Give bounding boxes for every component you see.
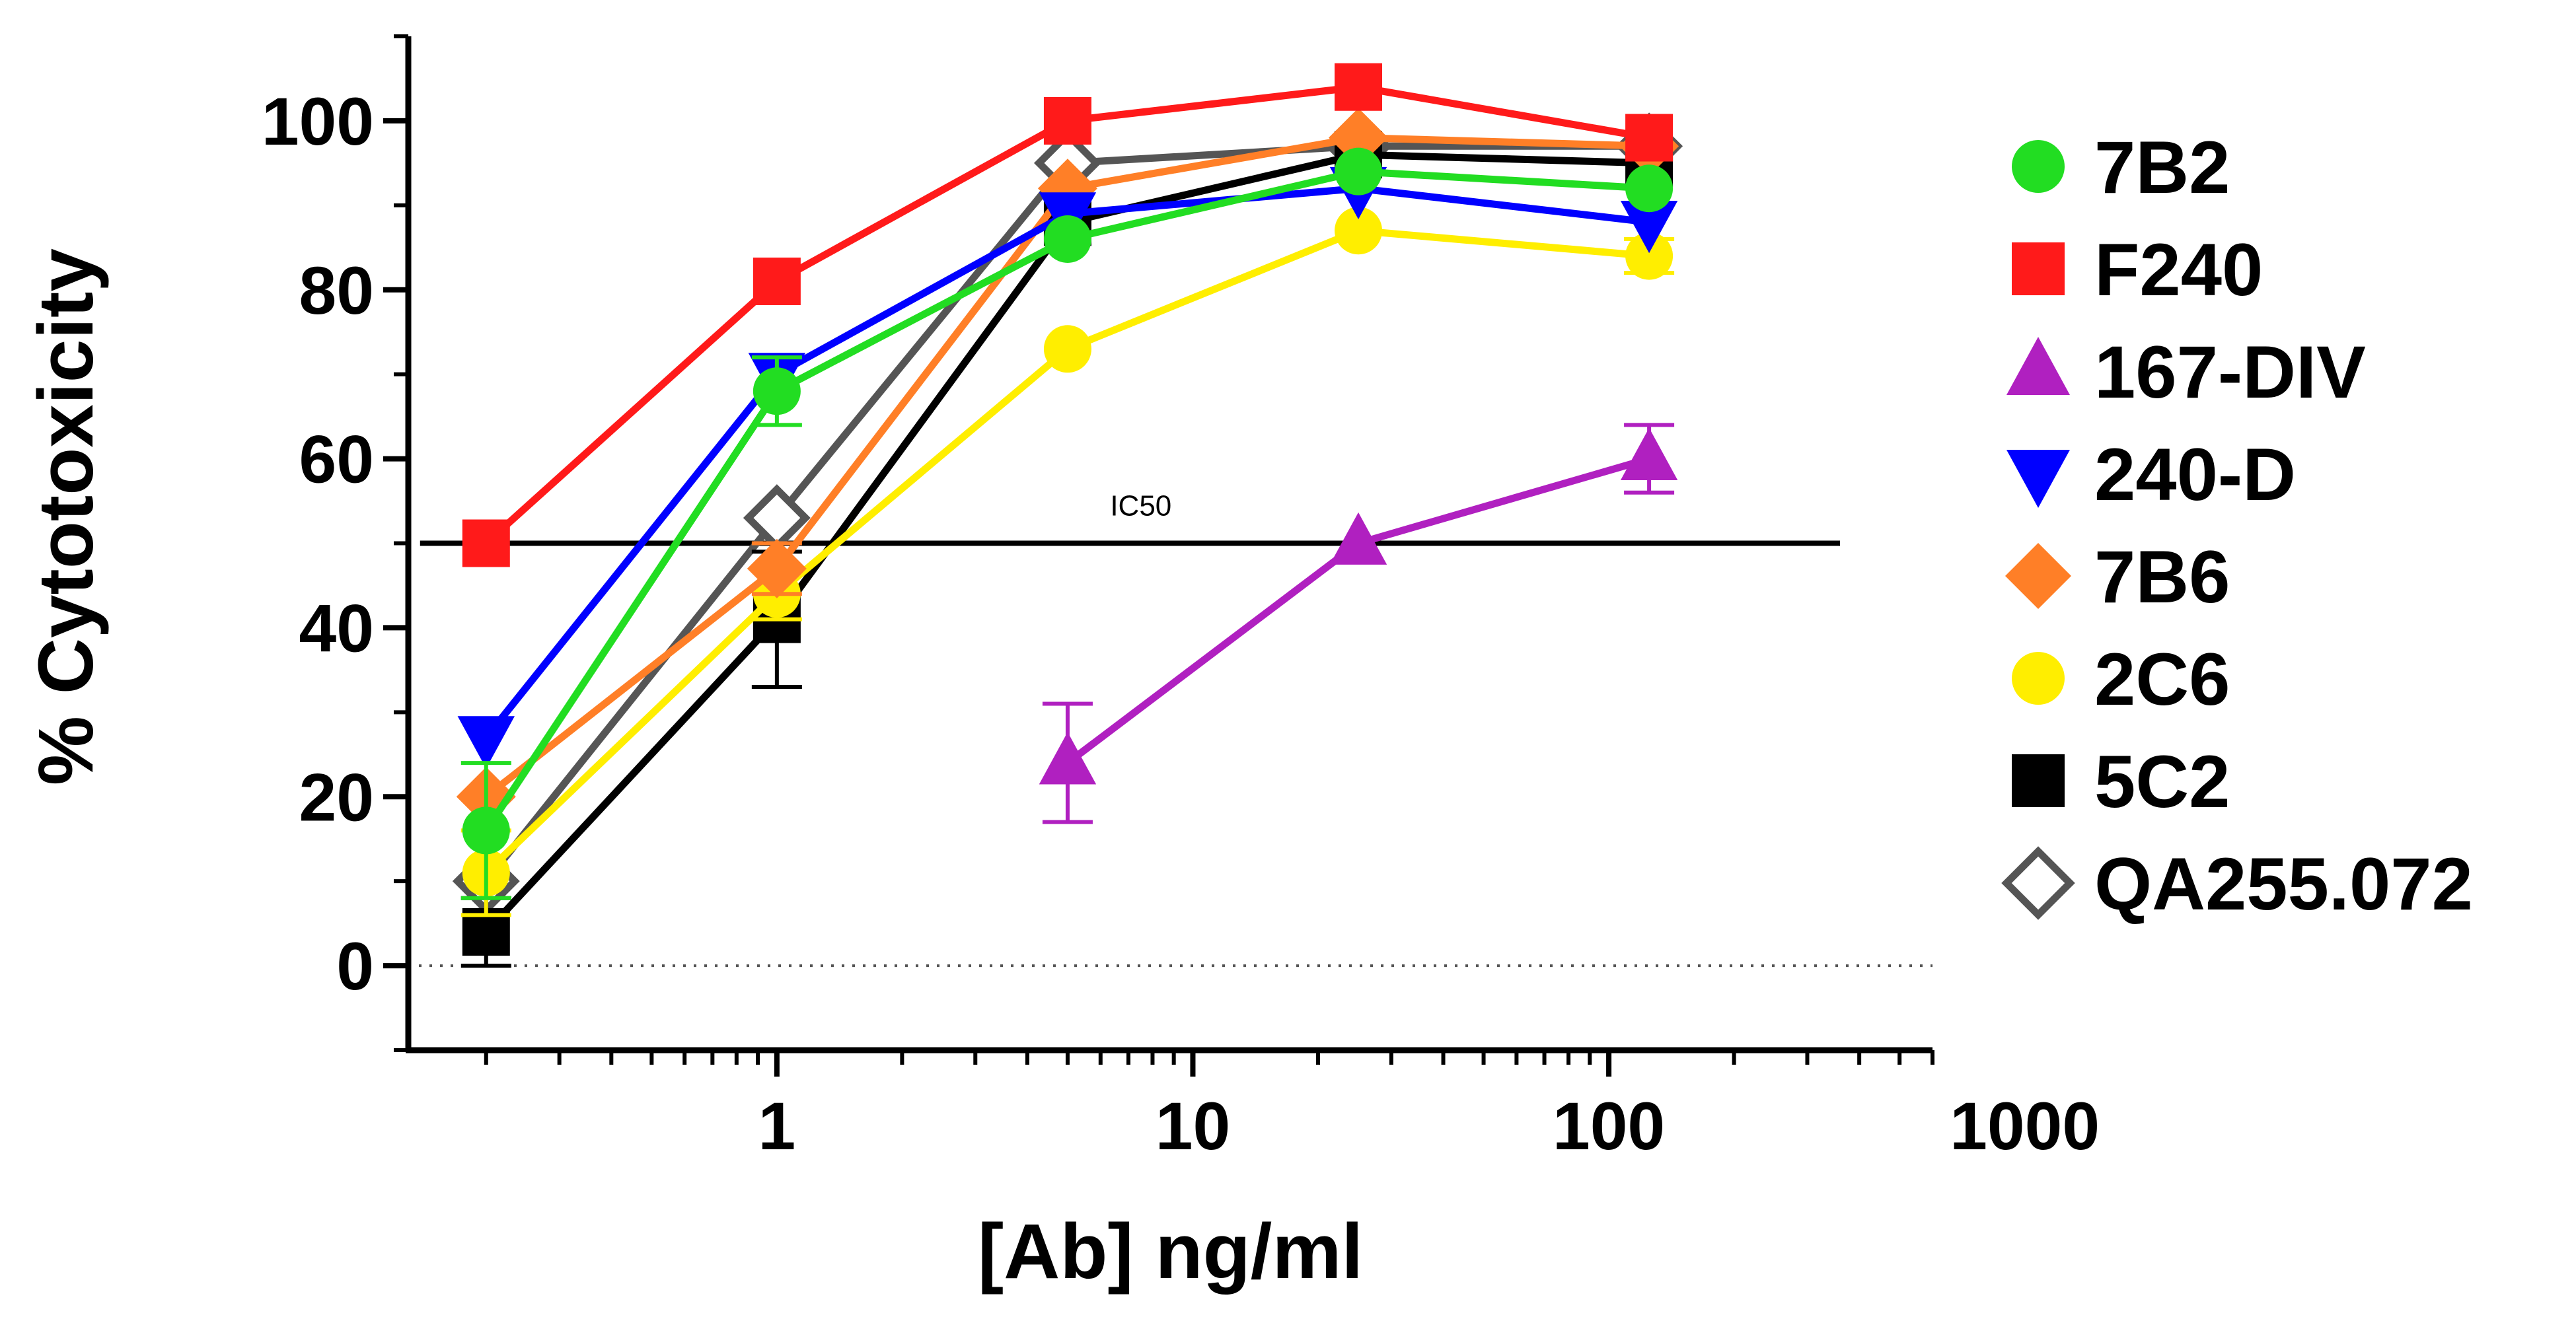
x-axis-title: [Ab] ng/ml: [978, 1208, 1363, 1295]
series-167-div: [1039, 423, 1678, 824]
legend-marker-5c2: [2012, 754, 2065, 807]
data-point-240-d: [457, 716, 515, 769]
legend-item-qa255-072: QA255.072: [2001, 843, 2473, 925]
legend-label-7b6: 7B6: [2094, 536, 2230, 618]
series-f240: [462, 63, 1674, 567]
series-7b2: [460, 147, 1674, 900]
legend-label-2c6: 2C6: [2094, 638, 2230, 721]
x-tick-label: 1000: [1950, 1088, 2100, 1164]
legend-marker-2c6: [2012, 652, 2065, 705]
data-point-f240: [462, 519, 510, 567]
legend-label-7b2: 7B2: [2094, 126, 2230, 209]
legend-item-240-d: 240-D: [2006, 433, 2296, 516]
legend-item-167-div: 167-DIV: [2006, 331, 2366, 413]
data-point-2c6: [1625, 232, 1674, 280]
legend-label-qa255-072: QA255.072: [2094, 843, 2473, 925]
legend-marker-7b2: [2012, 140, 2065, 193]
x-tick-label: 1: [758, 1088, 795, 1164]
series-layer: [452, 63, 1683, 968]
ic50-label: IC50: [1110, 490, 1171, 522]
data-point-f240: [1043, 96, 1091, 145]
legend-marker-240-d: [2006, 450, 2070, 508]
y-tick-label: 20: [299, 760, 374, 835]
plot-area: IC50: [408, 63, 1932, 968]
data-point-167-div: [1329, 512, 1387, 565]
legend-marker-167-div: [2006, 337, 2070, 395]
y-tick-label: 40: [299, 590, 374, 666]
data-point-167-div: [1039, 732, 1097, 785]
legend-label-240-d: 240-D: [2094, 433, 2296, 516]
legend-label-f240: F240: [2094, 229, 2263, 311]
legend-label-5c2: 5C2: [2094, 740, 2230, 823]
data-point-7b6: [747, 538, 807, 598]
y-ticks: 0 20 40 60 80 100: [262, 34, 408, 1052]
data-point-7b2: [462, 806, 510, 855]
data-point-7b6: [1329, 108, 1389, 168]
data-point-f240: [753, 257, 801, 305]
legend-item-2c6: 2C6: [2012, 638, 2230, 721]
legend: 7B2 F240 167-DIV 240-D 7B6 2C6 5C2 QA255.072: [2001, 126, 2473, 925]
legend-item-7b2: 7B2: [2012, 126, 2230, 209]
axes: 0 20 40 60 80 100 1 10 100 1000 [Ab] ng/ml % Cyt…: [22, 34, 2100, 1295]
legend-marker-qa255-072: [2001, 846, 2075, 920]
series-line-240-d: [483, 184, 1650, 740]
legend-item-7b6: 7B6: [2005, 536, 2230, 618]
y-axis-title: % Cytotoxicity: [22, 248, 110, 785]
y-tick-label: 100: [262, 84, 374, 159]
legend-marker-7b6: [2005, 543, 2071, 609]
data-point-7b2: [753, 367, 801, 415]
data-point-f240: [1625, 114, 1674, 162]
x-tick-label: 10: [1156, 1088, 1230, 1164]
data-point-240-d: [1620, 201, 1678, 254]
data-point-2c6: [1335, 207, 1383, 255]
data-point-f240: [1335, 63, 1383, 111]
legend-item-f240: F240: [2012, 229, 2263, 311]
data-point-7b2: [1335, 147, 1383, 196]
x-ticks: 1 10 100 1000: [484, 1050, 2100, 1164]
legend-item-5c2: 5C2: [2012, 740, 2230, 823]
legend-marker-f240: [2012, 242, 2065, 295]
data-point-2c6: [1043, 325, 1091, 373]
legend-label-167-div: 167-DIV: [2094, 331, 2366, 413]
y-tick-label: 0: [336, 929, 374, 1004]
data-point-167-div: [1620, 427, 1678, 480]
data-point-7b2: [1043, 215, 1091, 263]
data-point-7b2: [1625, 164, 1674, 213]
y-tick-label: 60: [299, 422, 374, 497]
y-tick-label: 80: [299, 253, 374, 328]
x-tick-label: 100: [1553, 1088, 1665, 1164]
